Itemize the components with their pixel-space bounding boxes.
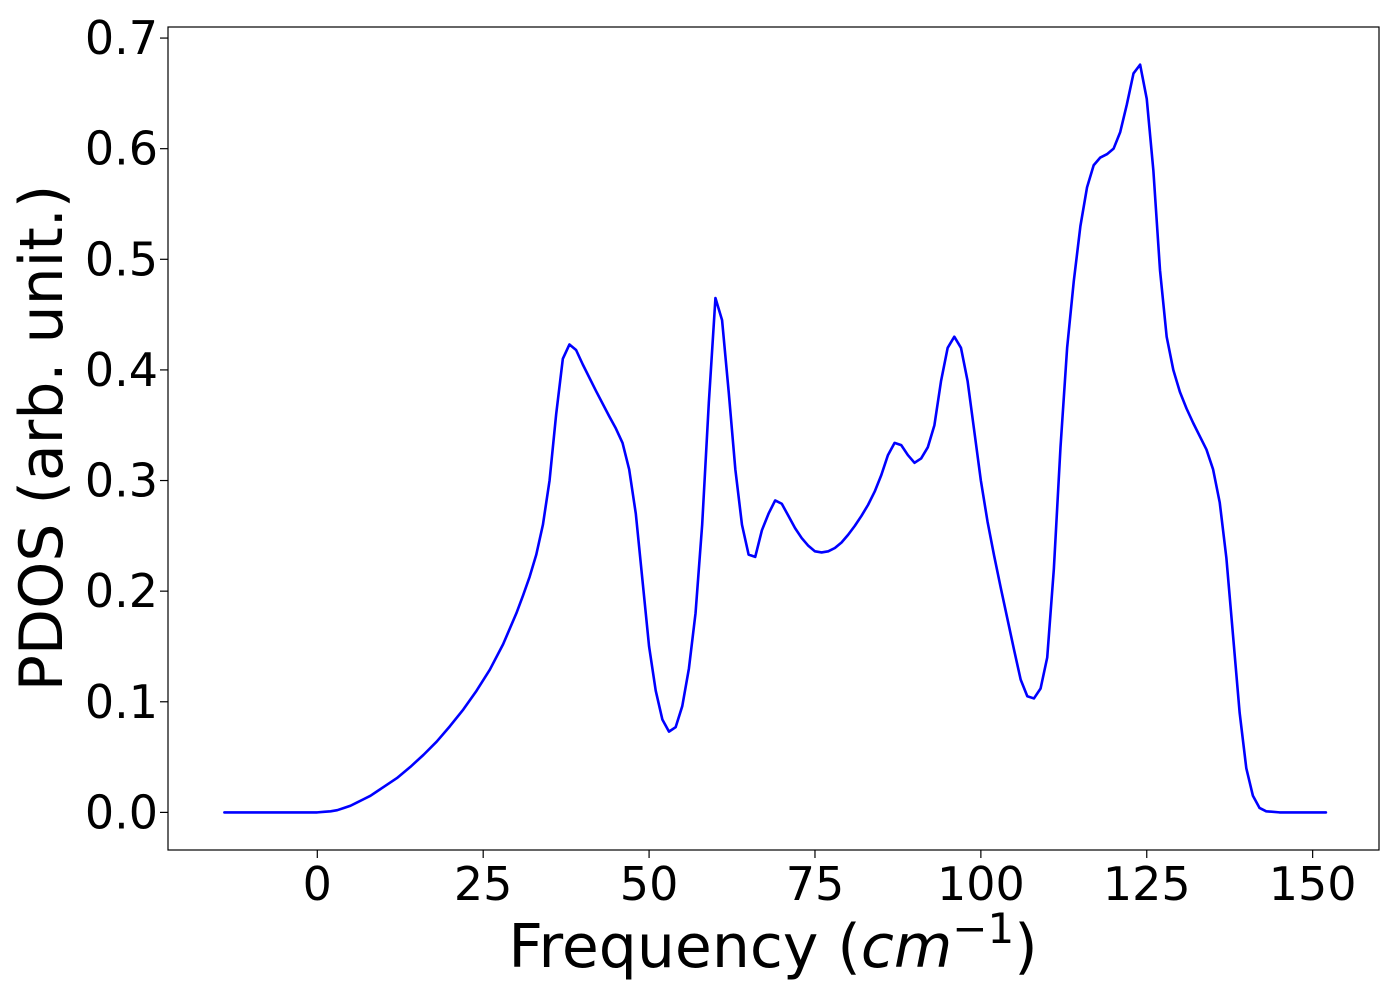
y-tick-label: 0.6 xyxy=(85,122,158,176)
axes-frame xyxy=(167,26,1380,851)
y-tick-label: 0.0 xyxy=(85,785,158,839)
y-tick-label: 0.7 xyxy=(85,11,158,65)
x-axis-label-exponent: −1 xyxy=(952,904,1014,953)
x-tick-label: 75 xyxy=(786,857,845,911)
x-tick-label: 100 xyxy=(937,857,1025,911)
y-axis-label: PDOS (arb. unit.) xyxy=(7,185,77,692)
y-tick-label: 0.4 xyxy=(85,343,158,397)
pdos-series-line xyxy=(223,63,1328,814)
y-tick-label: 0.2 xyxy=(85,564,158,618)
x-tick-label: 150 xyxy=(1269,857,1357,911)
x-axis-label: Frequency (cm−1) xyxy=(508,904,1037,982)
x-tick-label: 125 xyxy=(1103,857,1191,911)
x-tick-label: 0 xyxy=(303,857,332,911)
plot-area xyxy=(223,63,1328,814)
y-tick-label: 0.3 xyxy=(85,454,158,508)
x-axis-label-unit: cm xyxy=(861,912,952,982)
y-tick-label: 0.5 xyxy=(85,232,158,286)
x-axis-label-suffix: ) xyxy=(1014,912,1037,982)
axis-ticks: 0 25 50 75 100 125 150 0.0 0.1 0.2 0.3 0.4 0.5 0.6 0.7 xyxy=(85,11,1357,911)
y-tick-label: 0.1 xyxy=(85,675,158,729)
x-axis-label-prefix: Frequency ( xyxy=(508,912,860,982)
x-tick-label: 25 xyxy=(454,857,513,911)
x-tick-label: 50 xyxy=(620,857,679,911)
